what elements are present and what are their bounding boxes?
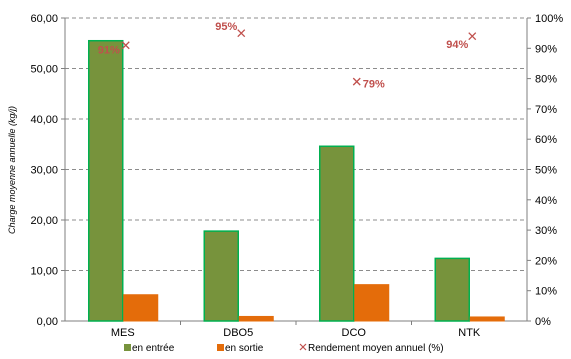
y-axis-ticks: 0,00 10,00 20,00 30,00 40,00 50,00 60,00 bbox=[30, 13, 65, 328]
yield-marker-stroke bbox=[468, 32, 477, 41]
yield-marker-ntk bbox=[468, 32, 477, 41]
legend-label-rendement: Rendement moyen annuel (%) bbox=[308, 343, 444, 354]
x-tick-label: DCO bbox=[342, 327, 367, 339]
y2-tick-label: 80% bbox=[535, 74, 557, 86]
y-tick-label: 0,00 bbox=[37, 316, 58, 328]
legend-marker-stroke bbox=[299, 343, 307, 351]
y2-tick-label: 0% bbox=[535, 316, 551, 328]
y-tick-label: 10,00 bbox=[30, 266, 58, 278]
x-tick-label: MES bbox=[111, 327, 135, 339]
y2-tick-label: 50% bbox=[535, 165, 557, 177]
x-tick-label: NTK bbox=[458, 327, 481, 339]
y-tick-label: 30,00 bbox=[30, 165, 58, 177]
yield-markers: 91% 95% 79% 94% bbox=[98, 21, 477, 91]
yield-marker-stroke bbox=[121, 41, 130, 50]
yield-marker-stroke bbox=[352, 77, 361, 86]
yield-marker-mes bbox=[121, 41, 130, 50]
y-tick-label: 20,00 bbox=[30, 215, 58, 227]
yield-marker-dbo5 bbox=[237, 29, 246, 38]
y2-tick-label: 10% bbox=[535, 286, 557, 298]
bar-en-entree-ntk bbox=[434, 257, 470, 322]
yield-marker-dco bbox=[352, 77, 361, 86]
yield-label: 79% bbox=[363, 79, 385, 91]
y2-tick-label: 60% bbox=[535, 134, 557, 146]
y2-tick-label: 90% bbox=[535, 43, 557, 55]
legend-label-en-entree: en entrée bbox=[132, 343, 175, 354]
bar-en-entree-mes bbox=[88, 39, 124, 322]
y-tick-label: 50,00 bbox=[30, 64, 58, 76]
bar-en-sortie-ntk bbox=[469, 316, 505, 322]
yield-label: 94% bbox=[446, 39, 468, 51]
yield-label: 95% bbox=[215, 21, 237, 33]
bar-en-entree-dbo5 bbox=[203, 230, 239, 322]
x-axis-ticks: MES DBO5 DCO NTK bbox=[111, 321, 481, 339]
x-tick-label: DBO5 bbox=[223, 327, 253, 339]
y2-tick-label: 40% bbox=[535, 195, 557, 207]
legend: en entrée en sortie Rendement moyen annuel… bbox=[124, 343, 444, 354]
y2-tick-label: 100% bbox=[535, 13, 563, 25]
bars bbox=[88, 39, 505, 322]
y2-tick-label: 30% bbox=[535, 225, 557, 237]
yield-label: 91% bbox=[98, 44, 120, 56]
y-tick-label: 60,00 bbox=[30, 13, 58, 25]
y2-tick-label: 20% bbox=[535, 255, 557, 267]
legend-swatch-en-sortie bbox=[217, 344, 224, 351]
y2-tick-label: 70% bbox=[535, 104, 557, 116]
yield-marker-stroke bbox=[237, 29, 246, 38]
bar-en-sortie-dbo5 bbox=[238, 315, 274, 322]
y-axis-label: Charge moyenne annuelle (kg/j) bbox=[7, 106, 17, 234]
legend-label-en-sortie: en sortie bbox=[225, 343, 264, 354]
bar-en-sortie-dco bbox=[354, 284, 390, 322]
grid-lines bbox=[65, 17, 527, 271]
legend-swatch-rendement bbox=[299, 343, 307, 351]
bar-en-sortie-mes bbox=[123, 294, 159, 322]
y-tick-label: 40,00 bbox=[30, 114, 58, 126]
bar-en-entree-dco bbox=[319, 145, 355, 322]
y2-axis-ticks: 0% 10% 20% 30% 40% 50% 60% 70% 80% 90% 100% bbox=[527, 13, 563, 328]
legend-swatch-en-entree bbox=[124, 344, 131, 351]
